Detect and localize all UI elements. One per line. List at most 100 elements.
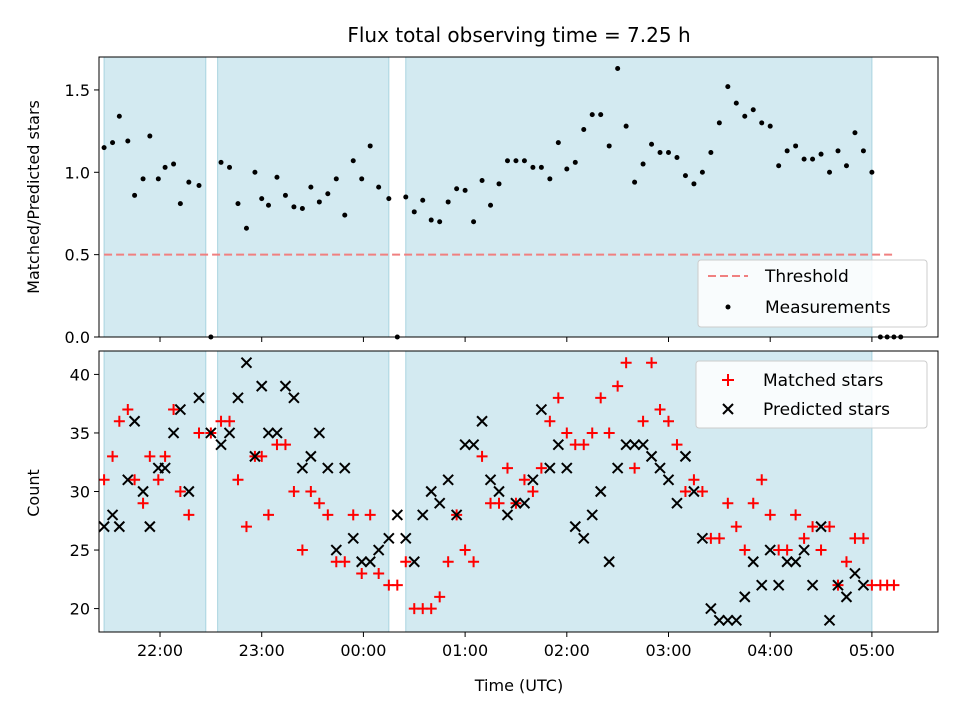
measurement-point xyxy=(572,159,578,165)
matched-star-marker xyxy=(637,415,649,427)
predicted-star-marker xyxy=(249,450,261,463)
measurement-point xyxy=(227,164,233,170)
measurement-point xyxy=(589,112,595,118)
predicted-star-marker xyxy=(364,556,376,568)
matched-star-marker xyxy=(824,521,836,533)
matched-star-marker xyxy=(688,474,700,486)
matched-star-marker xyxy=(459,544,471,556)
measurement-point xyxy=(750,107,756,113)
matched-star-marker xyxy=(364,509,376,521)
matched-star-marker xyxy=(152,474,164,486)
measurement-point xyxy=(147,133,153,139)
matched-star-marker xyxy=(256,450,268,462)
bottom-y-axis-label: Count xyxy=(24,469,43,517)
measurement-point xyxy=(682,173,688,179)
matched-star-marker xyxy=(174,486,186,497)
matched-star-marker xyxy=(339,556,351,568)
measurement-point xyxy=(521,158,527,164)
predicted-star-marker xyxy=(98,520,110,533)
predicted-star-marker xyxy=(296,462,309,474)
predicted-star-marker xyxy=(193,392,205,404)
measurement-point xyxy=(530,164,536,170)
measurement-point xyxy=(376,184,382,190)
matched-star-marker xyxy=(98,474,110,486)
predicted-star-marker xyxy=(174,403,187,416)
measurement-point xyxy=(496,181,502,187)
predicted-star-marker xyxy=(527,474,539,486)
predicted-star-marker xyxy=(764,544,776,556)
matched-star-marker xyxy=(501,462,513,474)
predicted-star-marker xyxy=(840,591,853,603)
measurement-point xyxy=(598,112,604,118)
measurement-point xyxy=(386,196,392,202)
measurement-point xyxy=(504,158,510,164)
predicted-star-marker xyxy=(383,532,395,545)
predicted-star-marker xyxy=(705,602,717,615)
predicted-star-marker xyxy=(122,474,134,486)
measurement-point xyxy=(420,197,426,203)
matched-star-marker xyxy=(790,509,802,521)
x-axis-label: Time (UTC) xyxy=(474,676,563,695)
bottom-axes: 22:00 23:00 00:00 01:00 02:00 03:00 04:00 05:00… xyxy=(70,350,939,660)
shaded-interval xyxy=(103,56,207,338)
predicted-star-marker xyxy=(484,474,497,486)
y-tick-label: 30 xyxy=(70,483,90,502)
shaded-interval xyxy=(103,350,207,633)
predicted-star-marker xyxy=(662,474,675,486)
matched-star-marker xyxy=(535,462,547,474)
predicted-star-marker xyxy=(137,485,149,498)
predicted-star-marker xyxy=(518,497,531,509)
measurement-point xyxy=(155,176,161,182)
measurement-point xyxy=(110,140,116,146)
measurement-point xyxy=(843,163,849,169)
matched-star-marker xyxy=(442,556,454,568)
matched-star-marker xyxy=(671,439,683,451)
y-tick-label: 0.5 xyxy=(65,246,90,265)
y-tick-label: 35 xyxy=(70,424,90,443)
predicted-star-marker xyxy=(789,556,802,568)
predicted-star-marker xyxy=(611,462,624,474)
bottom-legend-box xyxy=(695,360,928,429)
predicted-star-marker xyxy=(391,509,404,521)
predicted-star-marker xyxy=(569,520,581,533)
top-axes: 0.0 0.5 1.0 1.5 xyxy=(65,56,939,347)
matched-star-marker xyxy=(620,357,632,369)
predicted-star-marker xyxy=(339,462,351,474)
x-tick-label: 22:00 xyxy=(137,641,183,660)
predicted-star-marker xyxy=(552,438,565,451)
predicted-star-marker xyxy=(223,427,236,439)
predicted-star-marker xyxy=(288,392,300,404)
predicted-star-marker xyxy=(806,579,819,591)
measurement-point xyxy=(437,219,443,225)
predicted-star-marker xyxy=(688,485,700,498)
predicted-star-marker xyxy=(620,438,632,451)
measurement-point xyxy=(218,159,224,165)
matched-star-marker xyxy=(713,532,725,544)
measurement-point xyxy=(784,148,790,154)
top-y-axis-label: Matched/Predicted stars xyxy=(24,100,43,294)
measurement-point xyxy=(691,181,697,187)
predicted-star-marker xyxy=(262,427,275,439)
predicted-star-marker xyxy=(128,415,141,427)
measurement-point xyxy=(810,156,816,162)
matched-star-marker xyxy=(544,415,556,427)
measurement-point xyxy=(140,176,146,182)
matched-star-marker xyxy=(434,591,446,603)
legend-threshold-label: Threshold xyxy=(764,267,849,287)
measurement-point xyxy=(555,140,561,146)
measurement-point xyxy=(767,123,773,129)
predicted-star-marker xyxy=(671,497,683,509)
measurement-point xyxy=(171,161,177,167)
measurement-point xyxy=(196,182,202,188)
measurement-point xyxy=(835,148,841,154)
x-tick-label: 03:00 xyxy=(645,641,691,660)
matched-star-marker xyxy=(552,392,564,404)
predicted-star-marker xyxy=(696,532,709,545)
matched-star-marker xyxy=(696,486,708,497)
measurement-point xyxy=(403,194,409,200)
predicted-star-marker xyxy=(476,415,488,427)
bottom-shaded-intervals xyxy=(103,350,873,633)
matched-star-marker xyxy=(322,509,334,521)
measurement-point xyxy=(615,66,621,72)
top-legend-box xyxy=(697,259,928,328)
